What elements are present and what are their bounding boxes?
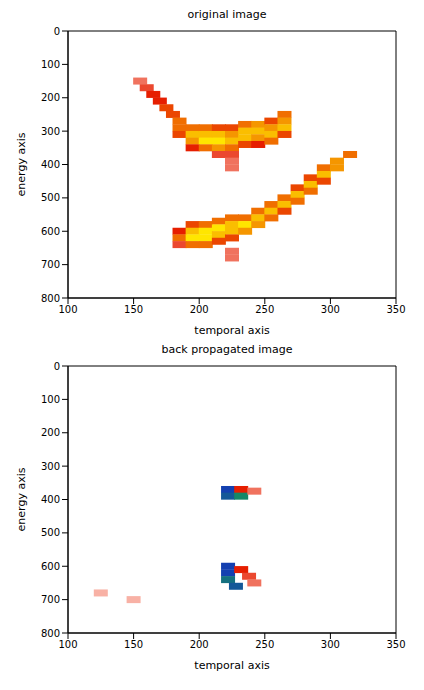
- svg-text:200: 200: [41, 92, 60, 103]
- svg-text:250: 250: [255, 304, 274, 315]
- svg-text:300: 300: [321, 304, 340, 315]
- html-text:original image: original image: [187, 8, 267, 21]
- svg-text:200: 200: [190, 639, 209, 650]
- svg-text:150: 150: [124, 304, 143, 315]
- svg-text:400: 400: [41, 159, 60, 170]
- svg-text:300: 300: [321, 639, 340, 650]
- svg-text:350: 350: [386, 304, 405, 315]
- svg-text:100: 100: [41, 59, 60, 70]
- svg-text:0: 0: [54, 26, 60, 37]
- svg-text:800: 800: [41, 628, 60, 639]
- svg-text:350: 350: [386, 639, 405, 650]
- svg-text:300: 300: [41, 126, 60, 137]
- svg-text:250: 250: [255, 639, 274, 650]
- svg-text:500: 500: [41, 192, 60, 203]
- svg-text:300: 300: [41, 461, 60, 472]
- svg-text:500: 500: [41, 527, 60, 538]
- svg-text:100: 100: [58, 304, 77, 315]
- svg-text:temporal axis: temporal axis: [194, 324, 270, 337]
- svg-text:800: 800: [41, 293, 60, 304]
- svg-text:600: 600: [41, 561, 60, 572]
- svg-text:0: 0: [54, 361, 60, 372]
- svg-text:temporal axis: temporal axis: [194, 659, 270, 672]
- svg-text:400: 400: [41, 494, 60, 505]
- svg-text:700: 700: [41, 259, 60, 270]
- svg-text:200: 200: [41, 427, 60, 438]
- svg-text:100: 100: [58, 639, 77, 650]
- svg-text:energy axis: energy axis: [15, 132, 28, 196]
- svg-text:600: 600: [41, 226, 60, 237]
- svg-text:700: 700: [41, 594, 60, 605]
- svg-text:100: 100: [41, 394, 60, 405]
- svg-text:200: 200: [190, 304, 209, 315]
- svg-text:150: 150: [124, 639, 143, 650]
- svg-text:energy axis: energy axis: [15, 467, 28, 531]
- html-text:back propagated image: back propagated image: [161, 343, 293, 356]
